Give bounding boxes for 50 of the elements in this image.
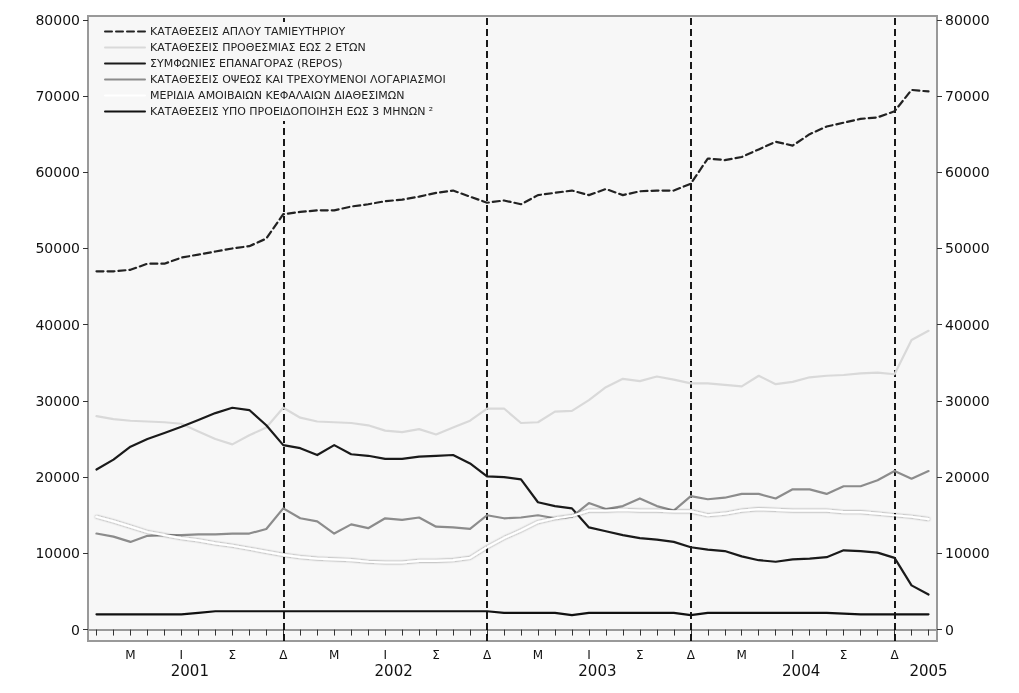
x-tick-label: Σ <box>636 648 644 662</box>
x-tick-label: Ι <box>179 648 184 662</box>
y2-tick-label: 70000 <box>945 88 990 105</box>
y-tick-label: 30000 <box>35 392 80 409</box>
text: 2004 <box>782 662 821 680</box>
legend-label: ΚΑΤΑΘΕΣΕΙΣ ΑΠΛΟΥ ΤΑΜΙΕΥΤΗΡΙΟΥ <box>150 25 346 38</box>
text: 2002 <box>374 662 413 680</box>
legend-label: ΚΑΤΑΘΕΣΕΙΣ ΥΠΟ ΠΡΟΕΙΔΟΠΟΙΗΣΗ ΕΩΣ 3 ΜΗΝΩΝ ² <box>150 105 434 118</box>
x-tick-label: Σ <box>228 648 237 662</box>
y2-tick-label: 60000 <box>945 164 990 181</box>
y2-tick-label: 0 <box>945 621 954 638</box>
y2-tick-label: 40000 <box>945 316 990 333</box>
y2-tick-label: 30000 <box>945 392 990 409</box>
y2-tick-label: 10000 <box>945 545 990 562</box>
x-tick-label: Δ <box>482 648 492 662</box>
x-tick-label: Δ <box>686 648 696 662</box>
y-tick-label: 60000 <box>35 164 80 181</box>
x-tick-label: Μ <box>532 648 544 662</box>
text: 2001 <box>170 662 209 680</box>
y2-tick-label: 20000 <box>945 469 990 486</box>
x-tick-label: Ι <box>790 648 795 662</box>
x-tick-label: Μ <box>736 648 747 662</box>
x-tick-label: Μ <box>125 648 136 662</box>
x-tick-label: Δ <box>279 648 289 662</box>
y-tick-label: 10000 <box>35 545 80 562</box>
x-tick-label: Σ <box>839 648 848 662</box>
line-series <box>95 329 930 446</box>
legend-label: ΚΑΤΑΘΕΣΕΙΣ ΠΡΟΘΕΣΜΙΑΣ ΕΩΣ 2 ΕΤΩΝ <box>150 41 366 54</box>
legend-label: ΜΕΡΙΔΙΑ ΑΜΟΙΒΑΙΩΝ ΚΕΦΑΛΑΙΩΝ ΔΙΑΘΕΣΙΜΩΝ <box>150 89 405 102</box>
line-series <box>95 469 930 544</box>
legend-label: ΣΥΜΦΩΝΙΕΣ ΕΠΑΝΑΓΟΡΑΣ (REPOS) <box>150 57 343 70</box>
y-tick-label: 70000 <box>35 88 80 105</box>
x-tick-label: Σ <box>432 648 440 662</box>
x-tick-label: Μ <box>329 648 340 662</box>
y-tick-label: 20000 <box>35 469 80 486</box>
text: 2005 <box>909 662 948 680</box>
y-tick-label: 80000 <box>35 11 80 28</box>
text: 2003 <box>578 662 617 680</box>
line-series <box>95 508 930 564</box>
y-tick-label: 0 <box>71 621 80 638</box>
line-series <box>95 88 930 273</box>
y-tick-label: 50000 <box>35 240 80 257</box>
legend-label: ΚΑΤΑΘΕΣΕΙΣ ΟΨΕΩΣ ΚΑΙ ΤΡΕΧΟΥΜΕΝΟΙ ΛΟΓΑΡΙΑΣΜΟΙ <box>150 73 446 86</box>
x-tick-label: Ι <box>383 648 387 662</box>
x-tick-label: Ι <box>587 648 591 662</box>
y2-tick-label: 50000 <box>945 240 990 257</box>
x-tick-label: Δ <box>890 648 900 662</box>
y2-tick-label: 80000 <box>945 11 990 28</box>
y-tick-label: 40000 <box>35 316 80 333</box>
line-series <box>95 406 930 596</box>
